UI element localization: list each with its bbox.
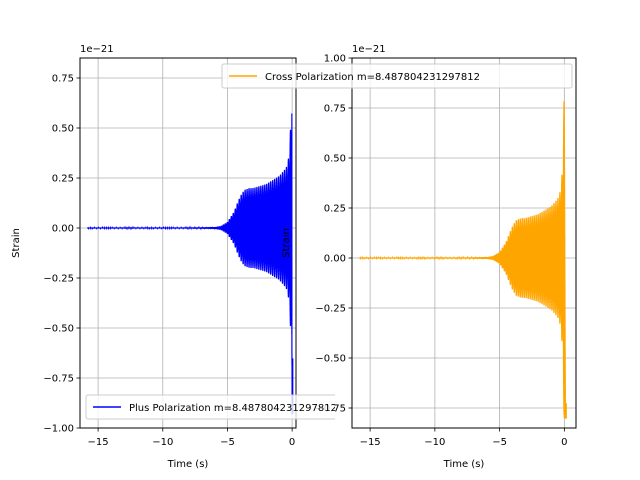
x-ticks: −15 −10 −5 0 (360, 428, 568, 448)
y-ticks: 1.000.750.500.250.00−0.25−0.50−0.75 (315, 54, 352, 415)
x-ticks: −15 −10 −5 0 (88, 428, 295, 448)
x-axis-label: Time (s) (443, 459, 485, 470)
y-axis-label: Strain (11, 228, 22, 258)
x-tick-label: −5 (492, 437, 507, 448)
series-line (359, 100, 567, 419)
subplot-plus-polarization: −15 −10 −5 0 0.75 0.50 0.25 0.00 −0.25 −0.50 −0.7… (11, 44, 297, 470)
legend-box (221, 63, 573, 89)
x-tick-label: −15 (88, 437, 109, 448)
x-axis-label: Time (s) (167, 459, 209, 470)
y-axis-offset-text: 1e−21 (80, 44, 114, 55)
y-tick-label: −0.50 (315, 354, 346, 365)
subplot-cross-polarization: −15 −10 −5 0 1.00 0.75 0.50 0.25 0.00 −0.25 −0.50… (281, 44, 577, 470)
legend-label: Plus Polarization m=8.487804231297812 (129, 403, 337, 414)
axes-frame (79, 57, 297, 429)
x-tick-label: −5 (220, 437, 235, 448)
y-tick-label: 0.75 (324, 104, 346, 115)
legend-label: Cross Polarization m=8.487804231297812 (265, 72, 480, 83)
y-tick-label: 0.00 (324, 254, 346, 265)
y-tick-label: 0.25 (324, 204, 346, 215)
x-tick-label: 0 (561, 437, 567, 448)
legend-box (85, 394, 335, 420)
y-tick-label: 0.75 (52, 74, 74, 85)
plot-area-data (359, 100, 567, 419)
series-line (87, 113, 294, 415)
x-tick-label: 0 (289, 437, 295, 448)
x-tick-label: −10 (424, 437, 445, 448)
y-ticks: 0.75 0.50 0.25 0.00 −0.25 −0.50 −0.75 −1.00 (43, 74, 80, 435)
plot-area-data (87, 113, 294, 415)
y-tick-label: 0.00 (52, 224, 74, 235)
y-tick-label: 0.50 (324, 154, 346, 165)
y-tick-label: −0.50 (43, 324, 74, 335)
y-tick-label: 0.50 (52, 124, 74, 135)
axes-frame (351, 57, 577, 429)
x-tick-label: −15 (360, 437, 381, 448)
y-tick-label: 1.00 (324, 54, 346, 65)
y-tick-label: −0.75 (43, 374, 74, 385)
y-axis-label: Strain (281, 228, 292, 258)
x-tick-label: −10 (152, 437, 173, 448)
y-tick-label: 0.25 (52, 174, 74, 185)
y-tick-label: −0.25 (43, 274, 74, 285)
legend-plus-polarization: Plus Polarization m=8.487804231297812 (85, 394, 337, 420)
legend-cross-polarization: Cross Polarization m=8.487804231297812 (221, 63, 573, 89)
y-tick-label: −1.00 (43, 424, 74, 435)
y-tick-label: −0.25 (315, 304, 346, 315)
y-axis-offset-text: 1e−21 (352, 44, 386, 55)
